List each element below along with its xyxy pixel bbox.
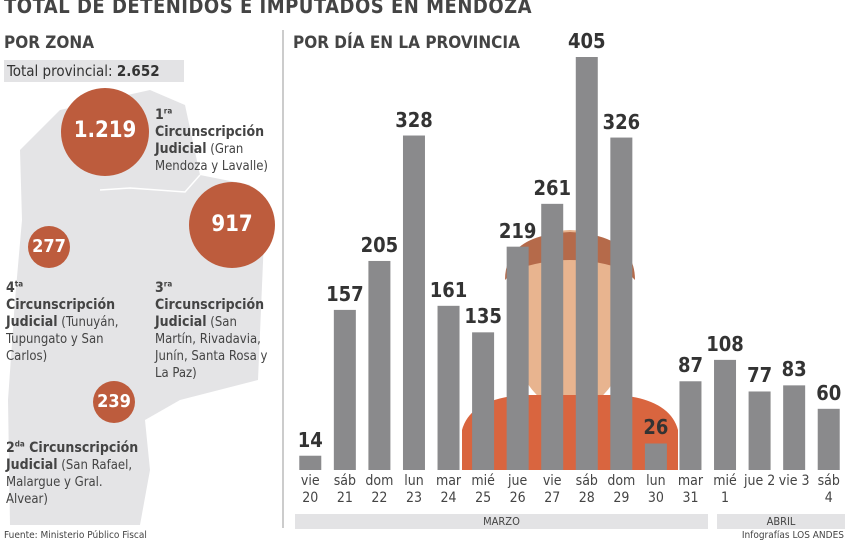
x-tick-label: vie 20 [300, 473, 320, 506]
value-label: 87 [677, 353, 703, 378]
zone-circle [28, 226, 70, 268]
zone-circle [61, 88, 149, 176]
x-tick-label: mar 24 [435, 473, 462, 506]
bar [506, 246, 529, 470]
bar [368, 260, 391, 470]
x-tick-label: sáb 4 [817, 473, 840, 506]
x-tick-label: dom 29 [607, 473, 636, 506]
zone-detail: (Tunuyán, Tupungato y San Carlos) [6, 314, 119, 364]
bar [714, 359, 737, 470]
x-tick-label: jue 26 [508, 473, 528, 506]
map-border [99, 174, 201, 193]
x-tick-label: jue 2 [743, 473, 776, 489]
zone-detail: (San Martín, Rivadavia, Junín, Santa Ros… [155, 314, 268, 381]
month-label: MARZO [295, 514, 708, 529]
value-label: 161 [429, 277, 468, 302]
bar [817, 408, 840, 470]
x-tick-label: dom 22 [365, 473, 394, 506]
total: Total provincial: 2.652 [4, 60, 184, 82]
ordinal-suffix: da [14, 439, 25, 448]
ordinal: 3 [155, 279, 164, 296]
zone-detail: (Gran Mendoza y Lavalle) [155, 141, 268, 174]
value-label: 77 [747, 363, 773, 388]
ordinal-suffix: ra [163, 106, 173, 115]
zone-label: 4ta Circunscripción Judicial (Tunuyán, T… [6, 275, 131, 365]
zone-title: Circunscripción Judicial [6, 296, 116, 330]
zone-value: 239 [97, 391, 131, 412]
bar [402, 135, 425, 470]
ordinal-suffix: ra [163, 279, 173, 288]
bar [783, 385, 806, 470]
bar [472, 332, 495, 470]
zone-value: 1.219 [73, 118, 137, 143]
zone-label: 3ra Circunscripción Judicial (San Martín… [155, 275, 280, 382]
zone-circle [93, 381, 135, 423]
x-tick-label: sáb 28 [575, 473, 598, 506]
value-label: 261 [533, 175, 571, 200]
x-tick-label: mié 1 [713, 473, 737, 506]
zone-label: 1ra Circunscripción Judicial (Gran Mendo… [155, 102, 280, 175]
month-label: ABRIL [717, 514, 845, 529]
value-label: 60 [816, 380, 842, 405]
ordinal: 4 [6, 279, 15, 296]
zone-value: 277 [32, 236, 66, 257]
x-tick-label: vie 27 [542, 473, 562, 506]
source: Fuente: Ministerio Público Fiscal [4, 530, 147, 541]
x-tick-label: vie 3 [778, 473, 810, 489]
ordinal-suffix: ta [14, 279, 24, 288]
zone-label: 2da Circunscripción Judicial (San Rafael… [6, 435, 141, 508]
value-label: 405 [568, 29, 606, 53]
zone-value: 917 [211, 212, 253, 237]
x-tick-label: mié 25 [471, 473, 495, 506]
value-label: 108 [706, 331, 744, 356]
bar [644, 443, 667, 470]
value-label: 26 [643, 415, 669, 440]
value-label: 328 [395, 107, 433, 132]
bar [575, 57, 598, 470]
value-label: 14 [297, 427, 323, 452]
x-tick-label: sáb 21 [333, 473, 356, 506]
total-label: Total provincial: [7, 62, 113, 80]
total-value: 2.652 [116, 62, 160, 80]
bar [679, 381, 702, 470]
ordinal: 1 [155, 106, 164, 123]
x-tick-label: lun 23 [404, 473, 424, 506]
value-label: 219 [498, 218, 537, 243]
credit: Infografías LOS ANDES [741, 530, 844, 541]
zone-detail: (San Rafael, Malargue y Gral. Alvear) [6, 457, 133, 507]
bar [610, 137, 633, 471]
zone-title: Circunscripción Judicial [155, 296, 265, 330]
x-tick-label: lun 30 [646, 473, 666, 506]
bar [333, 309, 356, 470]
heading: POR ZONA [4, 33, 95, 53]
zone-title: Circunscripción Judicial [155, 123, 265, 157]
ordinal: 2 [6, 439, 15, 456]
value-label: 326 [602, 109, 641, 134]
value-label: 83 [781, 357, 807, 382]
bar [299, 455, 322, 470]
zone-circle [189, 182, 275, 268]
value-label: 205 [360, 232, 399, 257]
bar [541, 203, 564, 470]
zone-title: Circunscripción Judicial [6, 439, 139, 473]
title: TOTAL DE DETENIDOS E IMPUTADOS EN MENDOZ… [4, 0, 533, 18]
x-tick-label: mar 31 [677, 473, 704, 506]
value-label: 157 [326, 281, 364, 306]
value-label: 135 [464, 304, 502, 329]
bar [437, 305, 460, 470]
bar [748, 391, 771, 470]
heading: POR DÍA EN LA PROVINCIA [293, 33, 520, 53]
